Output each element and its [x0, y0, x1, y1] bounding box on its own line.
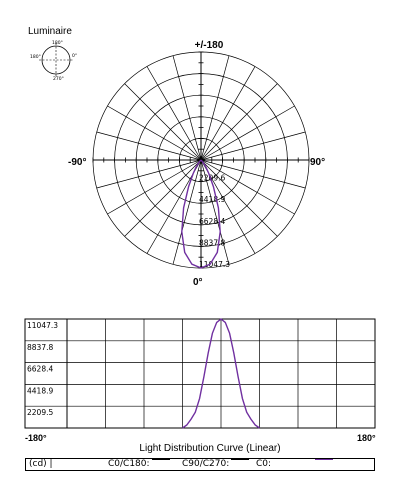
orientation-icon: 180° 180° 0° 270°	[30, 40, 77, 82]
legend-label-c0c180: C0/C180:	[108, 459, 150, 469]
icon-label-top: 180°	[52, 40, 63, 46]
linear-x-tick-left: -180°	[25, 433, 47, 443]
polar-radial-tick-label: 11047.3	[199, 260, 230, 269]
linear-x-tick-right: 180°	[357, 433, 376, 443]
polar-radial-tick-label: 6628.4	[199, 217, 225, 226]
polar-angle-label-top: +/-180	[195, 40, 224, 51]
polar-spoke	[172, 159, 202, 265]
linear-series-c0c180	[182, 318, 260, 429]
polar-angle-label-bottom: 0°	[193, 277, 203, 288]
polar-spoke	[124, 83, 202, 161]
linear-y-tick-label: 6628.4	[27, 365, 53, 374]
polar-spoke	[96, 131, 202, 161]
legend-item-c0: C0:	[256, 459, 334, 470]
polar-spoke	[107, 105, 202, 161]
icon-label-right: 0°	[72, 53, 77, 59]
polar-radial-tick-label: 2209.6	[199, 174, 225, 183]
linear-x-axis-label: Light Distribution Curve (Linear)	[139, 443, 280, 454]
polar-radial-tick-label: 4418.9	[199, 195, 225, 204]
linear-y-tick-labels: 11047.3 8837.8 6628.4 4418.9 2209.5	[27, 321, 58, 417]
linear-y-tick-label: 8837.8	[27, 343, 53, 352]
polar-angle-label-right: 90°	[310, 157, 325, 168]
legend-swatch-c90c270	[231, 459, 250, 460]
polar-series-c0c180	[181, 159, 221, 269]
polar-spoke	[146, 66, 202, 161]
legend-label-c0: C0:	[256, 459, 272, 469]
linear-grid	[25, 319, 375, 429]
linear-y-tick-label: 4418.9	[27, 386, 53, 395]
polar-spoke	[200, 55, 230, 161]
linear-chart: 11047.3 8837.8 6628.4 4418.9 2209.5 -180° 18…	[24, 318, 376, 454]
linear-y-tick-label: 11047.3	[27, 321, 58, 330]
polar-spoke	[200, 66, 256, 161]
legend-label-c90c270: C90/C270:	[182, 459, 230, 469]
polar-angle-label-left: -90°	[68, 157, 86, 168]
polar-spoke	[172, 55, 202, 161]
legend-swatch-c0	[315, 459, 334, 460]
polar-radial-ticks: 2209.6 4418.9 6628.4 8837.8 11047.3	[199, 174, 230, 269]
polar-grid	[92, 51, 310, 269]
polar-spoke	[200, 159, 295, 215]
legend-swatch-c0c180	[151, 459, 170, 460]
polar-spoke	[200, 159, 306, 189]
polar-spoke	[96, 159, 202, 189]
polar-radial-tick-label: 8837.8	[199, 238, 225, 247]
icon-label-left: 180°	[30, 54, 41, 60]
linear-y-tick-label: 2209.5	[27, 408, 53, 417]
icon-label-bottom: 270°	[53, 76, 64, 82]
polar-spoke	[107, 159, 202, 215]
linear-y-label-frame	[24, 318, 68, 429]
polar-spoke	[200, 131, 306, 161]
legend-item-c0c180: C0/C180:	[108, 459, 170, 470]
polar-spoke	[200, 105, 295, 161]
polar-spoke	[124, 159, 202, 237]
polar-chart: 2209.6 4418.9 6628.4 8837.8 11047.3 +/-180 -…	[68, 40, 325, 288]
polar-spoke	[200, 159, 230, 265]
luminaire-title: Luminaire	[28, 26, 72, 37]
polar-spoke	[200, 83, 278, 161]
polar-spoke	[200, 159, 278, 237]
legend-bar: (cd) | C0/C180: C90/C270: C0:	[25, 458, 375, 471]
legend-item-c90c270: C90/C270:	[182, 459, 250, 470]
legend-unit: (cd) |	[29, 459, 53, 469]
